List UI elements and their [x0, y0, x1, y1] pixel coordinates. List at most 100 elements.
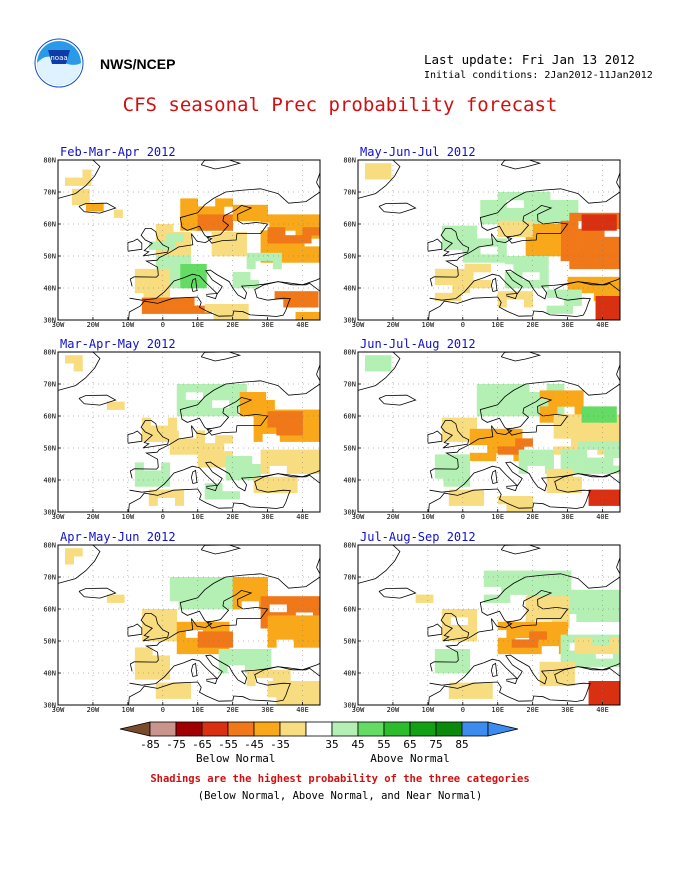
shading-cell: [206, 214, 216, 223]
shading-cell: [595, 312, 605, 320]
shading-cell: [489, 238, 499, 247]
shading-cell: [211, 240, 221, 249]
shading-cell: [489, 254, 499, 263]
shading-cell: [267, 639, 277, 648]
shading-cell: [562, 422, 572, 431]
shading-cell: [506, 645, 516, 655]
shading-cell: [211, 384, 221, 393]
shading-cell: [576, 605, 586, 615]
shading-cell: [560, 236, 570, 246]
coastline: [78, 202, 117, 214]
shading-cell: [262, 484, 272, 494]
coastline: [128, 281, 320, 320]
shading-cell: [229, 400, 239, 409]
legend-swatch: [409, 721, 437, 737]
shading-cell: [595, 252, 605, 262]
shading-cell: [450, 241, 460, 250]
shading-cell: [148, 489, 158, 498]
shading-cell: [185, 297, 195, 306]
shading-cell: [495, 436, 506, 446]
shading-cell: [588, 681, 598, 690]
shading-cell: [223, 214, 233, 223]
shading-cell: [143, 276, 153, 286]
shading-cell: [267, 235, 277, 244]
coastline: [500, 352, 542, 362]
shading-cell: [241, 577, 251, 586]
shading-cell: [555, 305, 565, 314]
coastline: [205, 677, 218, 685]
shading-cell: [176, 384, 186, 393]
shading-cell: [237, 232, 247, 241]
shading-cell: [202, 384, 213, 393]
shading-cell: [251, 472, 261, 481]
shading-cell: [443, 454, 453, 463]
shading-cell: [237, 240, 247, 249]
coastline: [127, 430, 143, 444]
lon-tick-label: 30W: [352, 706, 365, 714]
shading-cell: [293, 411, 303, 420]
shading-cell: [459, 633, 469, 642]
shading-cell: [152, 470, 162, 479]
shading-cell: [468, 233, 478, 242]
shading-cell: [480, 216, 490, 225]
shading-cell: [150, 305, 160, 314]
shading-cell: [293, 681, 303, 690]
shading-cell: [613, 465, 620, 474]
shading-cell: [304, 222, 314, 231]
coastline: [200, 545, 242, 555]
shading-cell: [466, 690, 476, 699]
shading-cell: [543, 248, 553, 257]
shading-cell: [276, 615, 286, 624]
shading-cell: [286, 596, 296, 605]
shading-cell: [194, 408, 204, 417]
shading-cell: [168, 617, 178, 626]
shading-cell: [443, 276, 453, 286]
shading-cell: [169, 577, 179, 586]
shading-cell: [271, 484, 281, 494]
shading-cell: [599, 214, 609, 223]
shading-cell: [141, 425, 151, 434]
shading-cell: [197, 631, 207, 640]
shading-cell: [466, 497, 476, 506]
shading-cell: [544, 457, 554, 466]
shading-cell: [551, 612, 561, 621]
shading-cell: [152, 292, 162, 302]
shading-cell: [506, 496, 516, 505]
agency-name: NWS/NCEP: [100, 56, 176, 72]
shading-cell: [180, 272, 190, 281]
shading-cell: [246, 669, 256, 679]
shading-cell: [475, 489, 485, 498]
shading-cell: [279, 433, 289, 442]
shading-cell: [569, 252, 579, 262]
shading-cell: [246, 677, 256, 687]
shading-cell: [604, 449, 614, 458]
shading-cell: [497, 228, 507, 238]
shading-cell: [223, 198, 233, 207]
lon-tick-label: 10E: [491, 706, 504, 714]
shading-cell: [557, 677, 567, 687]
shading-cell: [539, 390, 549, 399]
shading-cell: [462, 246, 472, 255]
shading-cell: [278, 222, 288, 231]
shading-cell: [187, 446, 197, 455]
shading-cell: [511, 392, 521, 401]
shading-cell: [539, 264, 549, 273]
shading-cell: [590, 406, 600, 415]
shading-cell: [152, 268, 162, 278]
shading-cell: [295, 604, 305, 613]
shading-cell: [501, 586, 511, 595]
shading-cell: [588, 689, 598, 698]
shading-cell: [292, 299, 302, 308]
shading-cell: [189, 222, 199, 231]
shading-cell: [258, 204, 268, 214]
shading-cell: [267, 615, 277, 624]
shading-cell: [262, 649, 272, 658]
shading-cell: [143, 268, 153, 278]
shading-cell: [373, 163, 383, 172]
shading-cell: [597, 697, 607, 705]
legend-swatch: [383, 721, 411, 737]
shading-cell: [302, 631, 312, 640]
lon-tick-label: 0: [161, 513, 165, 521]
shading-cell: [134, 284, 144, 294]
shading-cell: [569, 634, 579, 643]
